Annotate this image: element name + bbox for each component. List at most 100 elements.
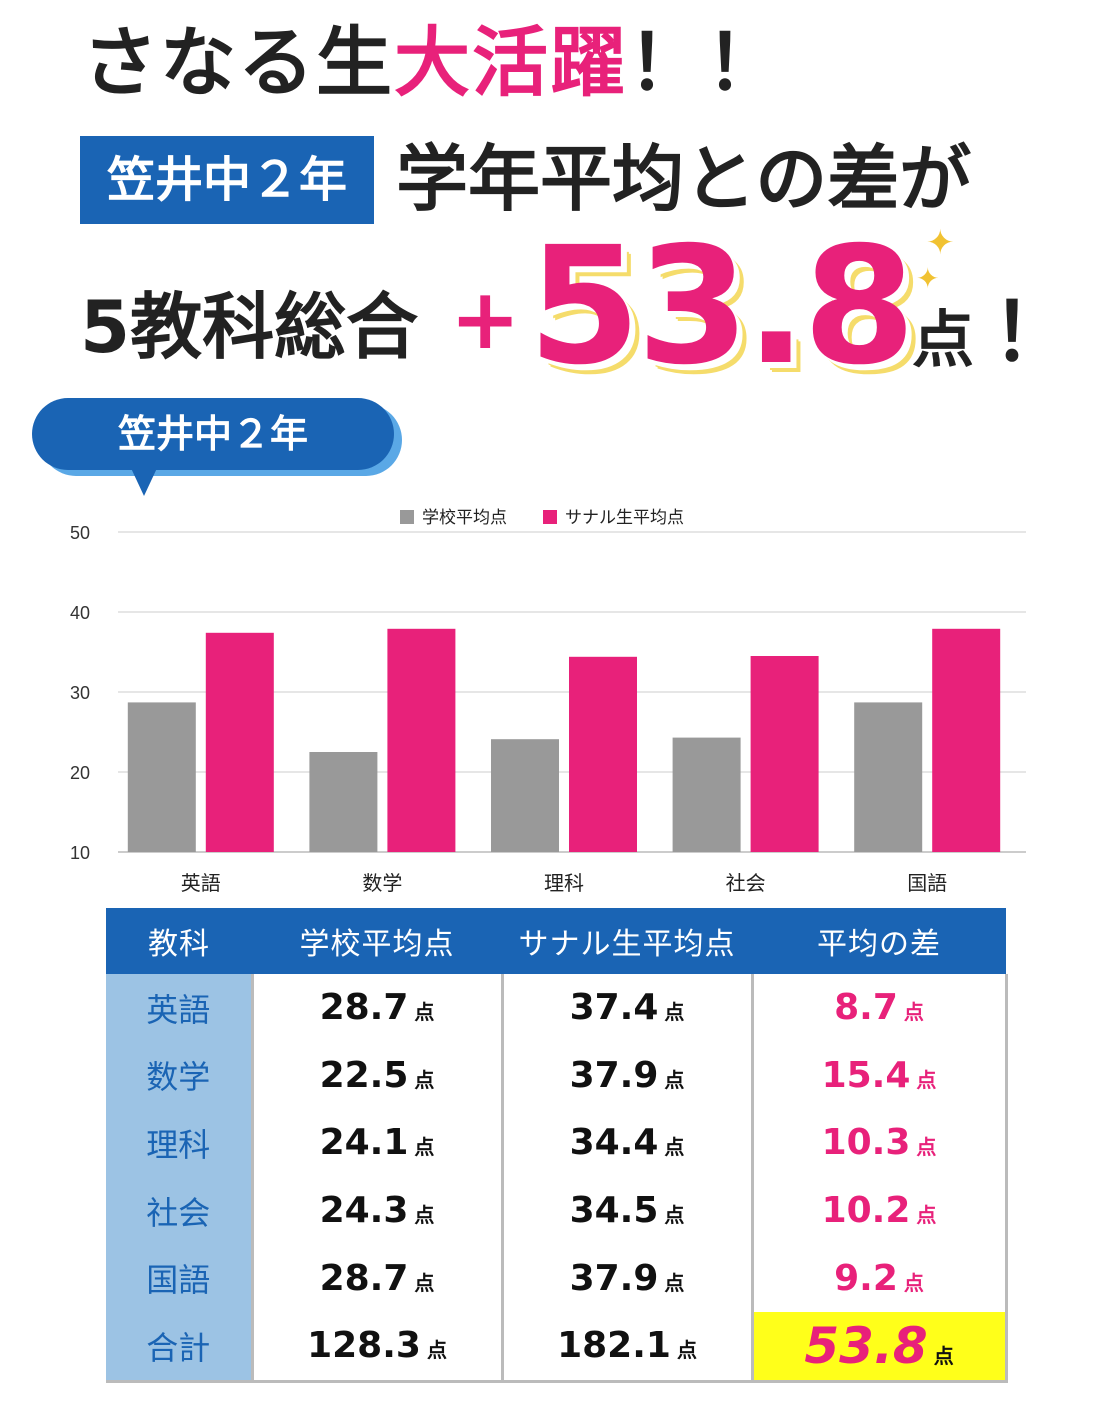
cell-value: 28.7: [319, 987, 409, 1029]
cell-unit: 点: [676, 1338, 697, 1363]
table-cell-difference: 15.4 点: [750, 1041, 1008, 1110]
school-badge: 笠井中２年: [80, 136, 374, 224]
header-school-average: 学校平均点: [252, 908, 502, 974]
cell-value: 15.4: [821, 1054, 911, 1096]
score-table: 教科 学校平均点 サナル生平均点 平均の差 英語 28.7 点 37.4 点 8.7 点数学…: [106, 908, 1008, 1383]
y-tick-label: 20: [70, 763, 90, 783]
y-tick-label: 10: [70, 843, 90, 863]
plus-sign: +: [450, 270, 521, 368]
cell-value: 24.1: [319, 1122, 409, 1164]
speech-bubble: [32, 398, 394, 470]
cell-unit: 点: [664, 1000, 685, 1025]
bar-school-average: [127, 702, 196, 852]
table-cell-sanaru-average: 37.4 点: [500, 974, 754, 1042]
cell-unit: 点: [426, 1338, 447, 1363]
cell-value: 国語: [146, 1261, 211, 1300]
headline-black-text: さなる生: [82, 18, 394, 107]
cell-unit: 点: [664, 1203, 685, 1228]
y-tick-label: 50: [70, 523, 90, 543]
headline-line2: 学年平均との差が: [396, 137, 972, 221]
table-cell-difference: 9.2 点: [750, 1244, 1008, 1312]
table-cell-subject: 国語: [106, 1244, 252, 1312]
header-difference: 平均の差: [752, 908, 1006, 974]
bar-school-average: [491, 739, 559, 852]
cell-value: 22.5: [319, 1054, 409, 1096]
bar-sanaru-average: [205, 632, 274, 852]
table-cell-sanaru-average: 37.9 点: [500, 1244, 754, 1312]
legend-label: サナル生平均点: [565, 508, 684, 528]
cell-unit: 点: [903, 1270, 924, 1295]
table-cell-subject: 社会: [106, 1176, 252, 1245]
cell-unit: 点: [664, 1270, 685, 1295]
cell-value: 10.2: [821, 1190, 911, 1232]
x-category-label: 英語: [181, 871, 221, 895]
cell-value: 34.4: [569, 1122, 659, 1164]
bar-chart: 10 20 30 40 50 英語 数学 理科 社会 国語 学校平均点 サナル生平均点: [70, 508, 1026, 895]
table-row: 数学 22.5 点 37.9 点 15.4 点: [106, 1041, 1008, 1110]
table-row: 理科 24.1 点 34.4 点 10.3 点: [106, 1109, 1008, 1177]
table-cell-sanaru-average: 34.4 点: [500, 1109, 754, 1177]
cell-value: 合計: [146, 1328, 211, 1367]
headline-line1: さなる生大活躍！！: [82, 18, 784, 108]
table-cell-school-average: 28.7 点: [250, 974, 504, 1042]
cell-value: 182.1: [557, 1325, 671, 1367]
cell-unit: 点: [414, 1067, 435, 1092]
cell-value: 社会: [146, 1193, 211, 1232]
table-cell-sanaru-average: 182.1 点: [500, 1311, 754, 1383]
legend-label: 学校平均点: [422, 508, 507, 528]
bar-sanaru-average: [569, 656, 637, 852]
x-category-label: 理科: [544, 871, 584, 895]
cell-unit: 点: [414, 1270, 435, 1295]
bar-school-average: [309, 752, 378, 852]
cell-value: 34.5: [569, 1190, 659, 1232]
cell-unit: 点: [664, 1135, 685, 1160]
cell-unit: 点: [916, 1135, 937, 1160]
sparkle-icon: ✦: [926, 223, 955, 263]
table-cell-subject: 合計: [106, 1311, 252, 1383]
table-cell-difference: 10.3 点: [750, 1109, 1008, 1177]
cell-value: 53.8: [804, 1316, 928, 1375]
table-row: 社会 24.3 点 34.5 点 10.2 点: [106, 1176, 1008, 1245]
cell-value: 数学: [146, 1058, 211, 1097]
table-cell-school-average: 28.7 点: [250, 1244, 504, 1312]
bar-sanaru-average: [932, 628, 1001, 852]
table-cell-total-difference: 53.8 点: [750, 1311, 1008, 1383]
cell-unit: 点: [414, 1000, 435, 1025]
cell-value: 8.7: [834, 987, 898, 1029]
y-tick-label: 30: [70, 683, 90, 703]
cell-unit: 点: [664, 1067, 685, 1092]
x-category-label: 国語: [907, 871, 947, 895]
cell-unit: 点: [903, 1000, 924, 1025]
cell-value: 37.9: [569, 1257, 659, 1299]
cell-value: 28.7: [319, 1257, 409, 1299]
big-score-number: 53.8: [528, 213, 916, 401]
cell-value: 9.2: [834, 1257, 898, 1299]
cell-value: 128.3: [307, 1325, 421, 1367]
cell-value: 24.3: [319, 1190, 409, 1232]
table-header-row: 教科 学校平均点 サナル生平均点 平均の差: [106, 908, 1006, 974]
table-cell-subject: 数学: [106, 1041, 252, 1110]
x-category-label: 数学: [362, 871, 402, 895]
speech-bubble-tail: [130, 466, 158, 496]
sparkle-icon: ✦: [916, 262, 940, 295]
speech-bubble-label: 笠井中２年: [117, 412, 308, 456]
table-cell-subject: 英語: [106, 974, 252, 1042]
cell-unit: 点: [414, 1135, 435, 1160]
cell-value: 37.4: [569, 987, 659, 1029]
table-cell-school-average: 128.3 点: [250, 1311, 504, 1383]
cell-value: 37.9: [569, 1054, 659, 1096]
table-cell-sanaru-average: 37.9 点: [500, 1041, 754, 1110]
bar-sanaru-average: [750, 656, 819, 852]
table-row: 英語 28.7 点 37.4 点 8.7 点: [106, 974, 1008, 1042]
bar-sanaru-average: [387, 628, 456, 852]
table-cell-school-average: 24.3 点: [250, 1176, 504, 1245]
table-cell-school-average: 24.1 点: [250, 1109, 504, 1177]
headline-pink-text: 大活躍: [394, 18, 628, 107]
table-cell-sanaru-average: 34.5 点: [500, 1176, 754, 1245]
cell-unit: 点: [933, 1343, 954, 1368]
table-cell-school-average: 22.5 点: [250, 1041, 504, 1110]
table-row: 国語 28.7 点 37.9 点 9.2 点: [106, 1244, 1008, 1312]
headline-exclamation: ！！: [628, 18, 784, 107]
legend-swatch: [543, 510, 557, 524]
big-exclamation: ！: [992, 286, 1072, 379]
